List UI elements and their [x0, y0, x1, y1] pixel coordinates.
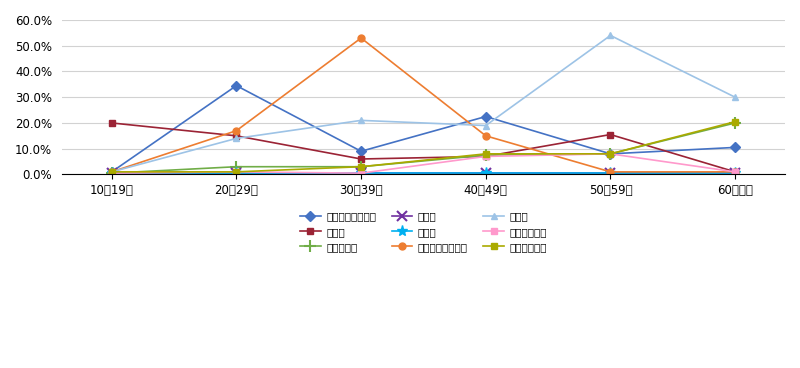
卒　業 [356, 171, 366, 176]
住　宅 [232, 136, 242, 141]
卒　業 [481, 171, 490, 176]
結婚・離婚・縁組 [356, 36, 366, 40]
退職・廃業 [481, 153, 490, 158]
就職・転職・転業 [232, 84, 242, 88]
就職・転職・転業 [481, 114, 490, 119]
交通の利便性 [232, 170, 242, 174]
住　宅 [107, 170, 117, 174]
退職・廃業 [107, 171, 117, 176]
生活の利便性 [481, 152, 490, 156]
Line: 就職・転職・転業: 就職・転職・転業 [108, 82, 738, 175]
交通の利便性 [356, 171, 366, 176]
転　動 [606, 132, 615, 137]
交通の利便性 [606, 152, 615, 156]
転　動 [232, 134, 242, 138]
就　学 [107, 171, 117, 176]
就職・転職・転業 [730, 145, 740, 150]
就　学 [481, 171, 490, 176]
Line: 退職・廃業: 退職・廃業 [106, 117, 741, 179]
就職・転職・転業 [606, 152, 615, 156]
生活の利便性 [730, 120, 740, 124]
結婚・離婚・縁組 [481, 134, 490, 138]
Line: 結婚・離婚・縁組: 結婚・離婚・縁組 [108, 35, 738, 175]
Legend: 就職・転職・転業, 転　動, 退職・廃業, 就　学, 卒　業, 結婚・離婚・縁組, 住　宅, 交通の利便性, 生活の利便性: 就職・転職・転業, 転 動, 退職・廃業, 就 学, 卒 業, 結婚・離婚・縁組… [296, 208, 551, 256]
住　宅 [356, 118, 366, 123]
交通の利便性 [107, 171, 117, 176]
就職・転職・転業 [107, 170, 117, 174]
転　動 [356, 157, 366, 161]
卒　業 [730, 171, 740, 176]
生活の利便性 [107, 170, 117, 174]
Line: 就　学: 就 学 [107, 168, 740, 178]
生活の利便性 [232, 170, 242, 174]
住　宅 [606, 33, 615, 38]
結婚・離婚・縁組 [232, 128, 242, 133]
結婚・離婚・縁組 [730, 170, 740, 174]
退職・廃業 [606, 152, 615, 156]
転　動 [107, 121, 117, 125]
就　学 [356, 171, 366, 176]
交通の利便性 [730, 170, 740, 174]
住　宅 [730, 95, 740, 99]
Line: 生活の利便性: 生活の利便性 [108, 118, 738, 175]
就　学 [232, 171, 242, 176]
Line: 転　動: 転 動 [108, 120, 738, 175]
住　宅 [481, 123, 490, 128]
Line: 交通の利便性: 交通の利便性 [108, 151, 738, 177]
卒　業 [606, 171, 615, 176]
卒　業 [232, 171, 242, 176]
就職・転職・転業 [356, 149, 366, 153]
生活の利便性 [606, 152, 615, 156]
就　学 [606, 171, 615, 176]
Line: 卒　業: 卒 業 [106, 167, 741, 179]
退職・廃業 [232, 164, 242, 169]
転　動 [481, 154, 490, 159]
結婚・離婚・縁組 [107, 170, 117, 174]
卒　業 [107, 171, 117, 176]
退職・廃業 [356, 164, 366, 169]
Line: 住　宅: 住 宅 [108, 32, 738, 175]
転　動 [730, 170, 740, 174]
結婚・離婚・縁組 [606, 170, 615, 174]
退職・廃業 [730, 121, 740, 125]
交通の利便性 [481, 154, 490, 159]
生活の利便性 [356, 164, 366, 169]
就　学 [730, 171, 740, 176]
